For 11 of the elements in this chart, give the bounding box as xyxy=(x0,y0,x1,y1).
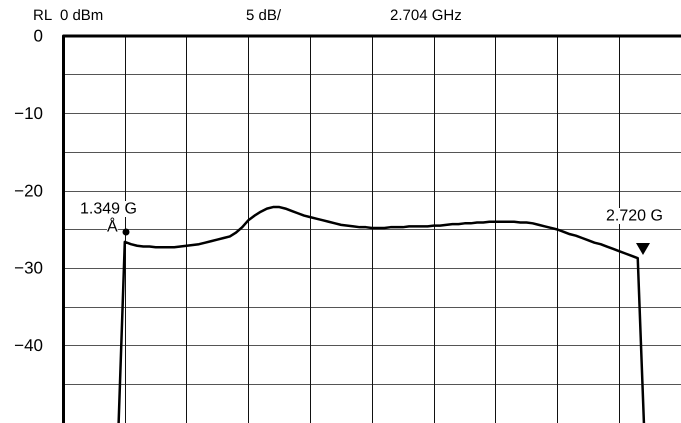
annotation: Å xyxy=(107,218,118,236)
text: 2.704 GHz xyxy=(390,7,462,24)
y-tick-label: −30 xyxy=(14,258,43,278)
y-tick-label: 0 xyxy=(34,26,43,46)
y-tick-label: −10 xyxy=(14,104,43,123)
text: RL 0 dBm xyxy=(33,7,104,24)
y-tick-label: −20 xyxy=(14,181,43,200)
annotation: 2.720 G xyxy=(606,208,663,224)
annotation: 1.349 G xyxy=(80,200,137,218)
y-tick-label: −40 xyxy=(14,336,43,356)
text: 5 dB/ xyxy=(246,7,282,24)
